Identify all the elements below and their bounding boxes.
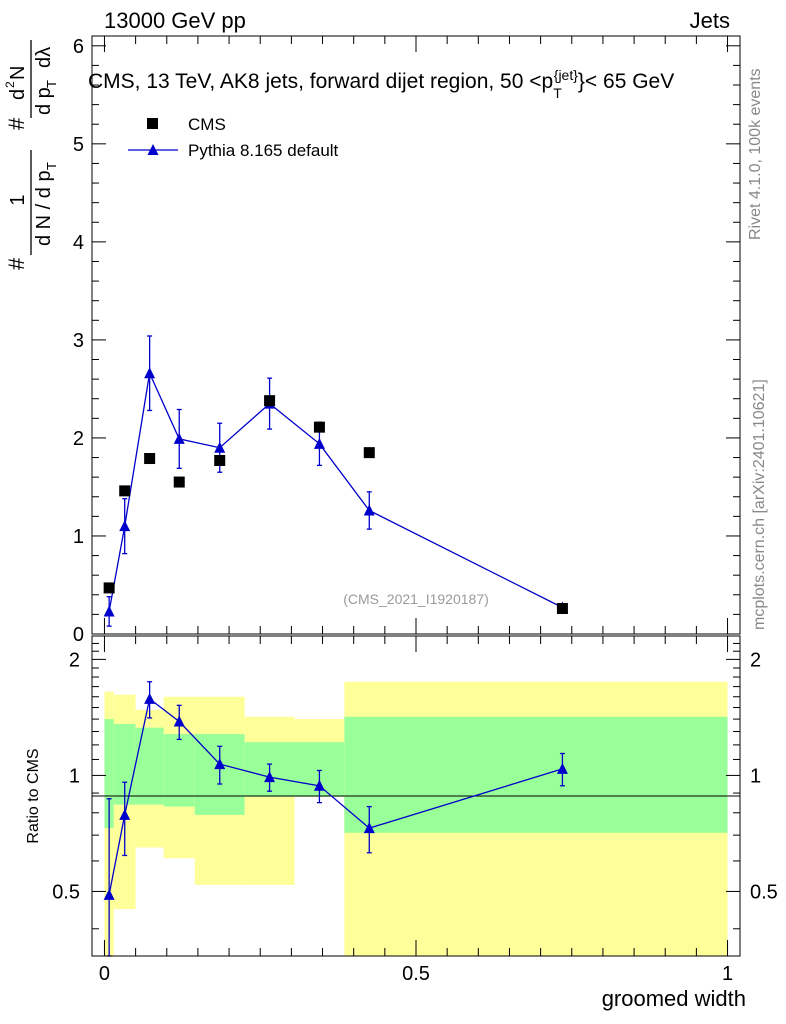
ylabel-dpt-sub: T — [44, 80, 59, 88]
rivet-version-label: Rivet 4.1.0, 100k events — [747, 68, 764, 240]
ratio-y-tick-label-right: 2 — [750, 649, 761, 671]
pythia-point — [103, 605, 115, 617]
ratio-green-band — [113, 723, 136, 805]
ratio-point — [363, 822, 375, 834]
cms-point — [313, 421, 325, 433]
main-y-tick-label: 2 — [73, 428, 84, 450]
ratio-green-band — [163, 734, 195, 807]
cms-point — [264, 395, 276, 407]
plot-title: CMS, 13 TeV, AK8 jets, forward dijet reg… — [88, 67, 674, 101]
ylabel-dlambda: dλ — [33, 47, 55, 68]
ylabel-one: 1 — [7, 194, 29, 205]
cms-point — [103, 582, 115, 594]
source-label: mcplots.cern.ch [arXiv:2401.10621] — [751, 379, 768, 630]
plot-title-end: }< 65 GeV — [578, 70, 674, 93]
ylabel-dn-dpt-sub: T — [44, 162, 59, 170]
ratio-plot-marks — [103, 681, 568, 957]
ratio-y-tick-label: 0.5 — [52, 881, 80, 903]
main-y-tick-label: 3 — [73, 330, 84, 352]
ratio-y-tick-label: 1 — [69, 765, 80, 787]
plot-title-subscript: T — [553, 85, 562, 101]
ratio-uncertainty-bands — [104, 681, 728, 956]
ratio-y-axis-label: Ratio to CMS — [25, 748, 42, 843]
ratio-y-tick-label: 2 — [69, 649, 80, 671]
ratio-green-band — [344, 716, 728, 833]
ylabel-n: N — [7, 66, 29, 80]
main-y-tick-label: 4 — [73, 232, 84, 254]
ratio-plot-panel: 0.5 0.5 1 1 2 2 0 0.5 1 Ratio to CMS groomed wid… — [25, 635, 778, 1011]
ylabel-d2-sup: 2 — [3, 81, 17, 88]
cms-point — [556, 603, 568, 615]
legend-cms-marker — [147, 118, 158, 129]
legend-pythia-marker — [147, 144, 159, 155]
x-tick-label: 0 — [99, 963, 110, 985]
ylabel-dn-dpt: d N / d p — [33, 170, 55, 246]
ylabel-hash-2: # — [4, 117, 29, 130]
main-axis-ticks: 0 1 2 3 4 5 6 — [73, 36, 740, 646]
ratio-axis-ticks: 0.5 0.5 1 1 2 2 0 0.5 1 — [52, 636, 778, 985]
cms-point — [144, 453, 156, 465]
legend: CMS Pythia 8.165 default — [128, 115, 339, 160]
ratio-point — [264, 771, 276, 783]
ratio-green-band — [104, 719, 114, 829]
ratio-point — [214, 758, 226, 770]
main-plot-marks — [103, 335, 568, 627]
ratio-point — [173, 715, 185, 727]
legend-pythia-label: Pythia 8.165 default — [188, 141, 339, 160]
main-y-tick-label: 5 — [73, 134, 84, 156]
ratio-point — [119, 808, 131, 820]
cms-point — [214, 454, 226, 466]
legend-cms-label: CMS — [188, 115, 226, 134]
plot-title-main: CMS, 13 TeV, AK8 jets, forward dijet reg… — [88, 70, 553, 93]
ratio-green-band — [135, 727, 164, 805]
ylabel-hash-1: # — [4, 257, 29, 270]
cms-point — [173, 476, 185, 488]
x-tick-label: 0.5 — [402, 963, 430, 985]
main-y-axis-label: # 1 d N / d p T # d p T d 2 N dλ — [3, 40, 59, 270]
pythia-point — [214, 441, 226, 453]
plot-title-superscript: {jet} — [554, 67, 578, 83]
ratio-yellow-band — [244, 716, 295, 885]
main-plot-panel: 0 1 2 3 4 5 6 CMS, 13 TeV, AK8 jets, forward d… — [3, 35, 741, 646]
main-y-tick-label: 6 — [73, 36, 84, 58]
pythia-point — [144, 367, 156, 379]
cms-point — [363, 447, 375, 459]
ylabel-d2: d — [7, 89, 29, 100]
pythia-point — [173, 432, 185, 444]
x-axis-label: groomed width — [602, 986, 746, 1011]
ylabel-dpt: d p — [33, 87, 55, 115]
cms-point — [119, 485, 131, 497]
ratio-point — [103, 888, 115, 900]
ratio-y-tick-label-right: 1 — [750, 765, 761, 787]
ratio-point — [556, 762, 568, 774]
pythia-point — [363, 504, 375, 516]
main-y-tick-label: 1 — [73, 526, 84, 548]
ratio-y-tick-label-right: 0.5 — [750, 881, 778, 903]
ratio-point — [144, 692, 156, 704]
x-tick-label: 1 — [722, 963, 733, 985]
pythia-point — [313, 437, 325, 449]
analysis-id-annotation: (CMS_2021_I1920187) — [343, 591, 489, 607]
pythia-point — [119, 520, 131, 532]
main-y-tick-label: 0 — [73, 624, 84, 646]
header-left-label: 13000 GeV pp — [104, 8, 246, 33]
header-right-label: Jets — [690, 8, 730, 33]
ratio-point — [313, 779, 325, 791]
